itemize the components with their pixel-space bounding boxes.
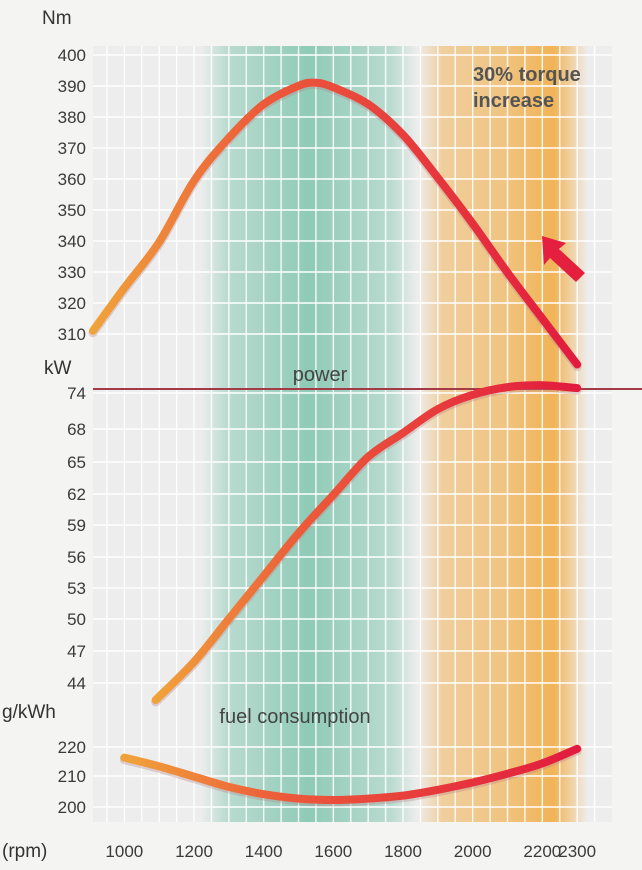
- y-tick-label: 330: [58, 263, 86, 282]
- x-tick-label: 1800: [384, 842, 422, 861]
- orange-band: [416, 46, 588, 822]
- green-band: [200, 46, 417, 822]
- arrow-icon: [542, 236, 585, 282]
- x-tick-label: 1400: [245, 842, 283, 861]
- tick-labels-layer: 400 390 380 370 360 350 340 330 320 310 Nm 74 68 65 62…: [2, 8, 596, 862]
- unit-label-torque: Nm: [42, 8, 72, 29]
- fuel-title: fuel consumption: [219, 706, 370, 728]
- x-tick-label: 1200: [175, 842, 213, 861]
- power-curve: [151, 381, 582, 704]
- y-tick-label: 310: [58, 325, 86, 344]
- y-tick-label: 68: [67, 420, 86, 439]
- x-tick-label: 1000: [105, 842, 143, 861]
- x-axis-label: (rpm): [2, 841, 47, 862]
- y-tick-label: 340: [58, 232, 86, 251]
- grid-layer: [93, 46, 642, 822]
- y-tick-label: 350: [58, 201, 86, 220]
- x-tick-label: 2200: [523, 842, 561, 861]
- y-tick-label: 62: [67, 485, 86, 504]
- y-tick-label: 380: [58, 108, 86, 127]
- torque-annotation-line: increase: [473, 90, 554, 112]
- y-tick-label: 74: [67, 384, 86, 403]
- y-tick-label: 400: [58, 46, 86, 65]
- y-tick-label: 53: [67, 579, 86, 598]
- x-tick-label: 2000: [454, 842, 492, 861]
- unit-label-fuel: g/kWh: [2, 702, 56, 723]
- y-tick-label: 47: [67, 642, 86, 661]
- torque-curve: [89, 78, 582, 369]
- y-tick-label: 210: [58, 767, 86, 786]
- y-tick-label: 200: [58, 798, 86, 817]
- y-tick-label: 65: [67, 453, 86, 472]
- curves-layer: [88, 78, 582, 807]
- x-tick-label: 1600: [314, 842, 352, 861]
- y-tick-label: 220: [58, 738, 86, 757]
- power-title: power: [293, 364, 348, 386]
- y-tick-label: 390: [58, 77, 86, 96]
- y-tick-label: 370: [58, 139, 86, 158]
- y-tick-label: 320: [58, 294, 86, 313]
- annotations-layer: 30% torque increase power fuel consumption: [219, 64, 585, 728]
- y-tick-label: 360: [58, 170, 86, 189]
- y-tick-label: 59: [67, 516, 86, 535]
- unit-label-power: kW: [44, 358, 72, 379]
- y-tick-label: 44: [67, 674, 86, 693]
- y-tick-label: 50: [67, 610, 86, 629]
- x-tick-label: 2300: [558, 842, 596, 861]
- torque-annotation-line: 30% torque: [473, 64, 581, 86]
- fuel-curve: [120, 744, 582, 805]
- y-tick-label: 56: [67, 548, 86, 567]
